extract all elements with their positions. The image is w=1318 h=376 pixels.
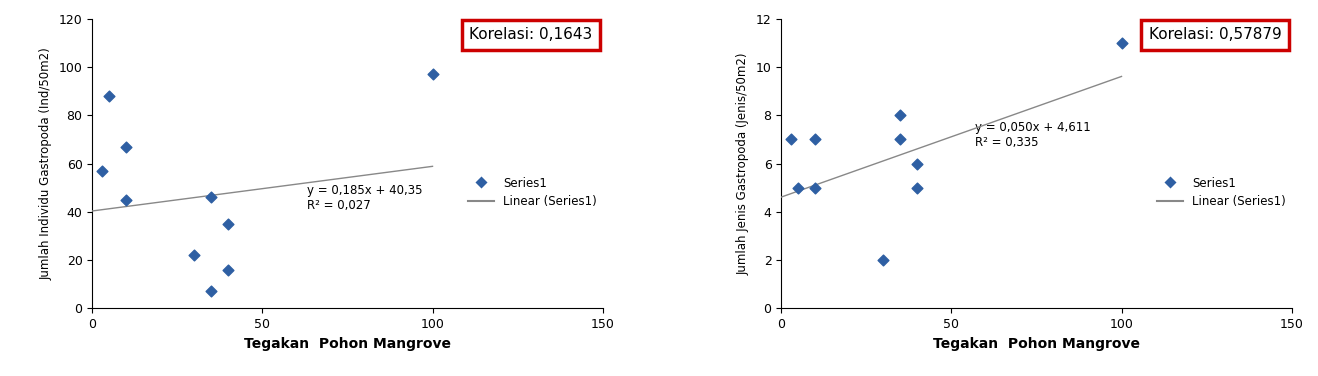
Text: Korelasi: 0,57879: Korelasi: 0,57879 [1149, 27, 1281, 42]
Point [907, 185, 928, 191]
Text: y = 0,185x + 40,35
R² = 0,027: y = 0,185x + 40,35 R² = 0,027 [307, 184, 422, 212]
Point [890, 136, 911, 143]
Point [92, 168, 113, 174]
Point [99, 93, 120, 99]
Point [873, 257, 894, 263]
Legend: Series1, Linear (Series1): Series1, Linear (Series1) [468, 177, 597, 208]
Legend: Series1, Linear (Series1): Series1, Linear (Series1) [1157, 177, 1286, 208]
Y-axis label: Jumlah Jenis Gastropoda (Jenis/50m2): Jumlah Jenis Gastropoda (Jenis/50m2) [737, 52, 750, 275]
Text: y = 0,050x + 4,611
R² = 0,335: y = 0,050x + 4,611 R² = 0,335 [975, 121, 1091, 149]
Point [782, 136, 803, 143]
X-axis label: Tegakan  Pohon Mangrove: Tegakan Pohon Mangrove [933, 337, 1140, 350]
Point [805, 136, 826, 143]
Point [116, 144, 137, 150]
Point [788, 185, 809, 191]
Point [217, 221, 239, 227]
Text: Korelasi: 0,1643: Korelasi: 0,1643 [469, 27, 592, 42]
Point [422, 71, 443, 77]
X-axis label: Tegakan  Pohon Mangrove: Tegakan Pohon Mangrove [244, 337, 451, 350]
Point [183, 252, 204, 258]
Point [890, 112, 911, 118]
Point [907, 161, 928, 167]
Point [805, 185, 826, 191]
Point [200, 194, 221, 200]
Y-axis label: Jumlah Individu Gastropoda (Ind/50m2): Jumlah Individu Gastropoda (Ind/50m2) [40, 47, 53, 280]
Point [200, 288, 221, 294]
Point [116, 197, 137, 203]
Point [217, 267, 239, 273]
Point [1111, 40, 1132, 46]
